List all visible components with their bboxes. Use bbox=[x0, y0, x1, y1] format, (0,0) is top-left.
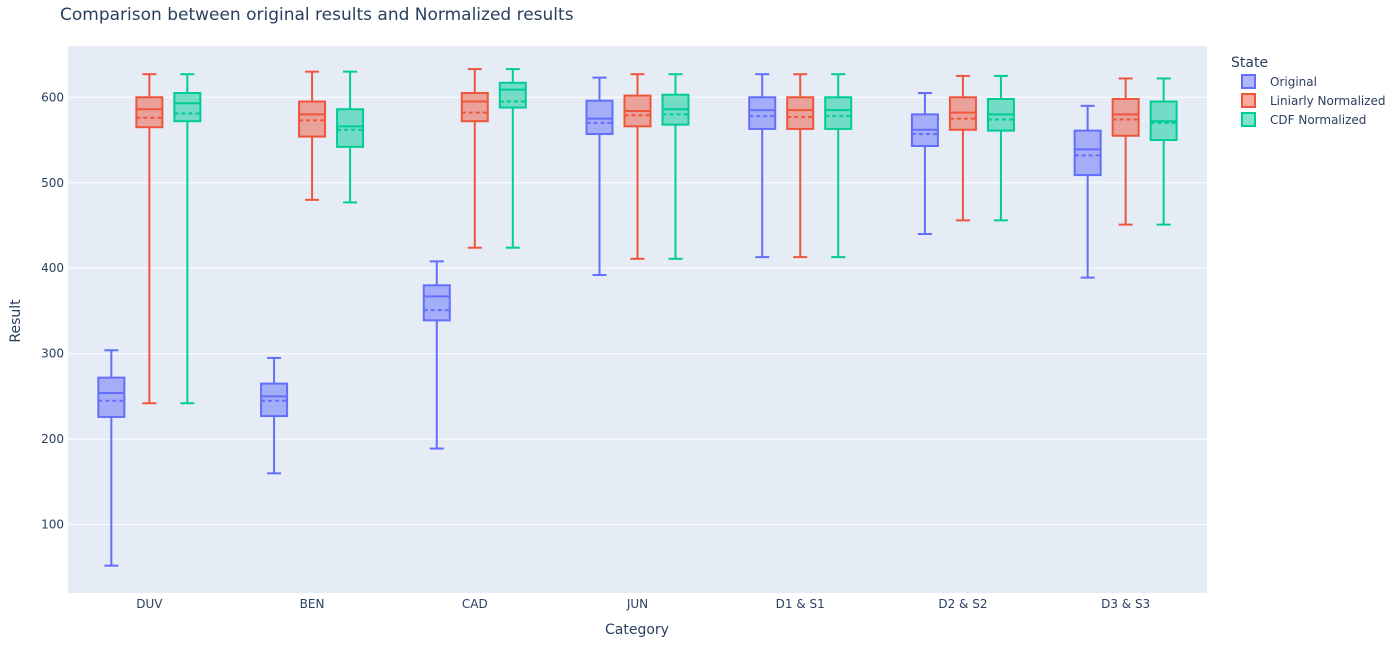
box-jun-0[interactable] bbox=[585, 76, 614, 277]
box-cad-1[interactable] bbox=[460, 68, 489, 249]
legend-title: State bbox=[1231, 55, 1268, 71]
box-jun-1[interactable] bbox=[623, 73, 652, 260]
box-d1-s1-0[interactable] bbox=[748, 73, 777, 259]
x-tick-label: JUN bbox=[626, 597, 648, 611]
x-tick-label: D3 & S3 bbox=[1101, 597, 1150, 611]
y-axis-label: Result bbox=[8, 299, 24, 343]
box-iqr bbox=[824, 96, 853, 130]
y-tick-label: 400 bbox=[41, 261, 64, 275]
box-iqr bbox=[1073, 129, 1102, 177]
box-iqr bbox=[97, 376, 126, 418]
box-d3-s3-2[interactable] bbox=[1149, 77, 1178, 226]
box-iqr bbox=[748, 96, 777, 130]
box-d3-s3-0[interactable] bbox=[1073, 104, 1102, 279]
box-d1-s1-1[interactable] bbox=[786, 73, 815, 259]
box-iqr bbox=[298, 100, 327, 138]
x-tick-label: DUV bbox=[136, 597, 163, 611]
x-tick-label: CAD bbox=[462, 597, 488, 611]
y-tick-label: 500 bbox=[41, 176, 64, 190]
legend-item-0[interactable]: Original bbox=[1241, 74, 1317, 89]
legend-item-1[interactable]: Liniarly Normalized bbox=[1241, 93, 1386, 108]
legend[interactable]: State Original Liniarly Normalized CDF Nor… bbox=[1231, 55, 1386, 127]
y-tick-label: 300 bbox=[41, 347, 64, 361]
box-d3-s3-1[interactable] bbox=[1111, 77, 1140, 226]
x-tick-label: BEN bbox=[300, 597, 325, 611]
legend-label: Liniarly Normalized bbox=[1270, 94, 1386, 108]
box-iqr bbox=[498, 81, 527, 109]
box-iqr bbox=[336, 108, 365, 148]
x-axis-label: Category bbox=[605, 622, 669, 638]
box-iqr bbox=[460, 92, 489, 123]
box-duv-2[interactable] bbox=[173, 73, 202, 405]
boxes-layer bbox=[97, 68, 1178, 567]
box-cad-0[interactable] bbox=[422, 260, 451, 450]
legend-label: Original bbox=[1270, 75, 1317, 89]
legend-items: Original Liniarly Normalized CDF Normalize… bbox=[1241, 74, 1386, 127]
legend-label: CDF Normalized bbox=[1270, 113, 1366, 127]
x-tick-label: D2 & S2 bbox=[938, 597, 987, 611]
legend-swatch bbox=[1241, 74, 1256, 89]
box-iqr bbox=[135, 96, 164, 129]
box-jun-2[interactable] bbox=[661, 73, 690, 260]
x-axis-ticks: DUV BEN CAD JUN D1 & S1 D2 & S2 D3 & S3 bbox=[136, 597, 1150, 611]
y-tick-label: 200 bbox=[41, 432, 64, 446]
box-iqr bbox=[786, 96, 815, 130]
legend-swatch bbox=[1241, 112, 1256, 127]
box-duv-1[interactable] bbox=[135, 73, 164, 405]
box-d2-s2-0[interactable] bbox=[910, 92, 939, 236]
legend-item-2[interactable]: CDF Normalized bbox=[1241, 112, 1366, 127]
box-iqr bbox=[173, 92, 202, 123]
y-tick-label: 100 bbox=[41, 518, 64, 532]
y-axis-ticks: 100 200 300 400 500 600 bbox=[41, 90, 64, 531]
box-iqr bbox=[422, 284, 451, 322]
box-ben-0[interactable] bbox=[260, 356, 289, 475]
box-d2-s2-2[interactable] bbox=[986, 74, 1015, 222]
box-d1-s1-2[interactable] bbox=[824, 73, 853, 259]
box-ben-2[interactable] bbox=[336, 70, 365, 204]
box-d2-s2-1[interactable] bbox=[948, 74, 977, 222]
y-tick-label: 600 bbox=[41, 90, 64, 104]
box-duv-0[interactable] bbox=[97, 349, 126, 567]
chart-title: Comparison between original results and … bbox=[60, 5, 574, 25]
legend-swatch bbox=[1241, 93, 1256, 108]
box-cad-2[interactable] bbox=[498, 68, 527, 249]
box-iqr bbox=[585, 99, 614, 136]
x-tick-label: D1 & S1 bbox=[776, 597, 825, 611]
box-ben-1[interactable] bbox=[298, 70, 327, 201]
box-iqr bbox=[1111, 97, 1140, 137]
